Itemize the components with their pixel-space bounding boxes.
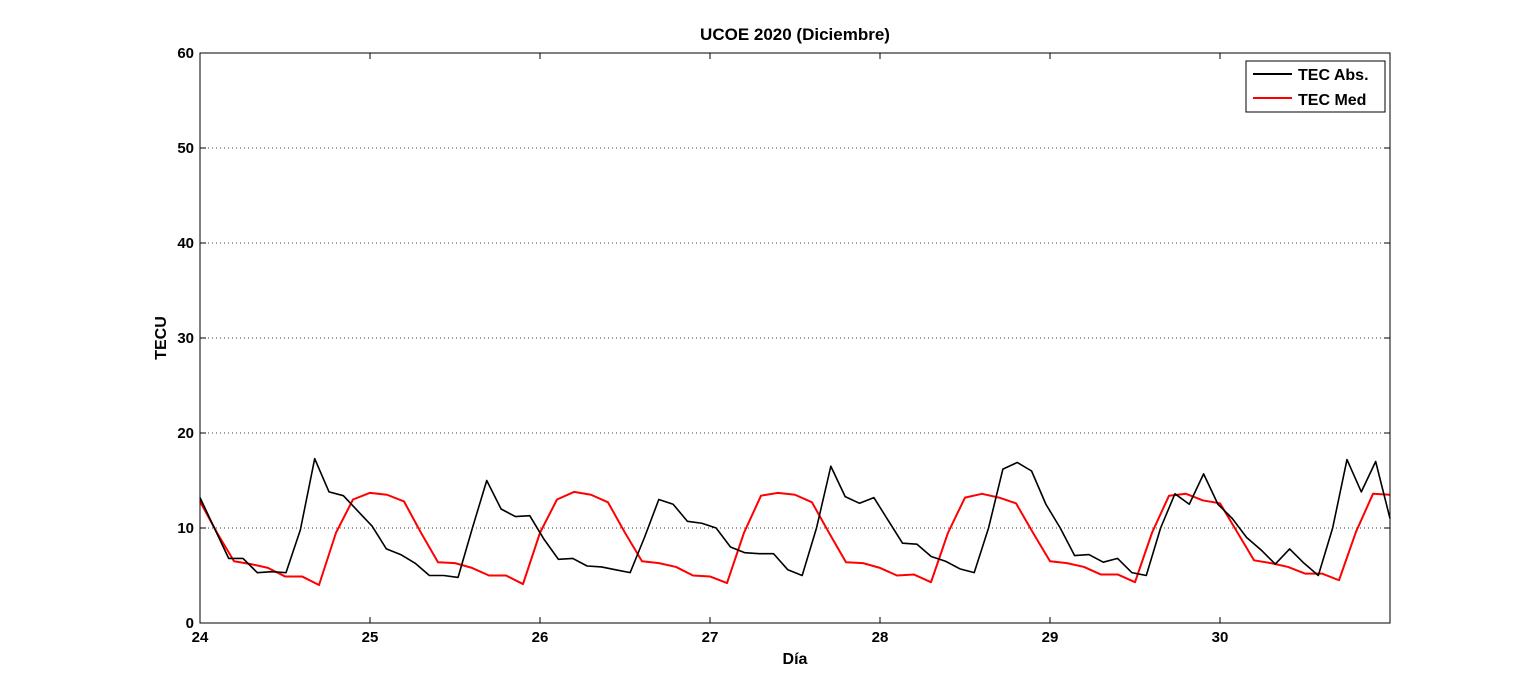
series-line-tec-abs <box>199 457 1391 579</box>
y-tick-label: 60 <box>177 45 194 62</box>
x-tick-label: 30 <box>1212 629 1229 646</box>
legend-label-tec-med: TEC Med <box>1298 92 1366 109</box>
y-tick-label: 10 <box>177 520 194 537</box>
x-axis-label: Día <box>783 651 808 668</box>
legend: TEC Abs. TEC Med <box>1245 60 1386 113</box>
grid-lines <box>200 147 1390 529</box>
y-tick-label: 0 <box>186 615 194 632</box>
x-tick-label: 24 <box>192 629 209 646</box>
x-tick-label: 28 <box>872 629 889 646</box>
x-tick-label: 27 <box>702 629 719 646</box>
series-line-tec-med <box>199 490 1391 586</box>
axis-ticks: 0 10 20 30 40 50 60 24 25 26 27 28 29 30 <box>177 45 1390 646</box>
y-tick-label: 50 <box>177 140 194 157</box>
legend-label-tec-abs: TEC Abs. <box>1298 67 1369 84</box>
y-tick-label: 30 <box>177 330 194 347</box>
chart-title: UCOE 2020 (Diciembre) <box>700 25 890 44</box>
y-tick-label: 20 <box>177 425 194 442</box>
legend-box <box>1245 60 1386 113</box>
y-axis-label: TECU <box>153 316 170 360</box>
x-tick-label: 29 <box>1042 629 1059 646</box>
y-tick-label: 40 <box>177 235 194 252</box>
series-lines <box>199 457 1391 586</box>
x-tick-label: 26 <box>532 629 549 646</box>
x-tick-label: 25 <box>362 629 379 646</box>
